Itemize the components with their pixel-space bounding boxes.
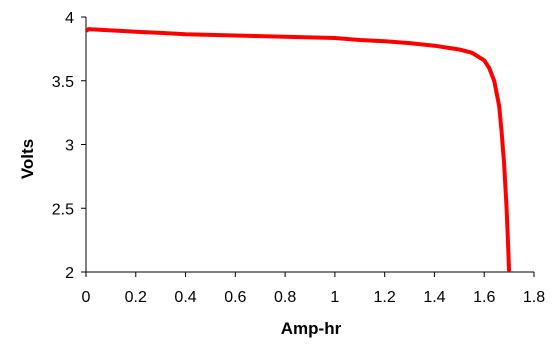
x-tick-label: 1.2 [374,289,396,306]
x-tick-label: 1.4 [423,289,445,306]
y-tick-label: 3 [65,138,74,155]
y-tick-label: 2 [65,265,74,282]
x-tick-label: 0.6 [224,289,246,306]
tick-labels: 0 0.2 0.4 0.6 0.8 1 1.2 1.4 1.6 1.8 2 2.5 3 3.5 4 [52,10,545,306]
y-tick-label: 3.5 [52,74,74,91]
series-layer [84,27,512,273]
y-axis-title: Volts [18,139,37,179]
x-axis-title: Amp-hr [281,319,342,338]
series-line [84,27,512,273]
x-tick-label: 1.6 [473,289,495,306]
x-tick-label: 1 [330,289,339,306]
y-tick-label: 2.5 [52,201,74,218]
x-tick-label: 0.2 [125,289,147,306]
x-tick-label: 0.4 [174,289,196,306]
x-tick-label: 1.8 [523,289,545,306]
x-tick-label: 0.8 [274,289,296,306]
y-tick-label: 4 [65,10,74,27]
axes [81,16,535,277]
x-tick-label: 0 [82,289,91,306]
